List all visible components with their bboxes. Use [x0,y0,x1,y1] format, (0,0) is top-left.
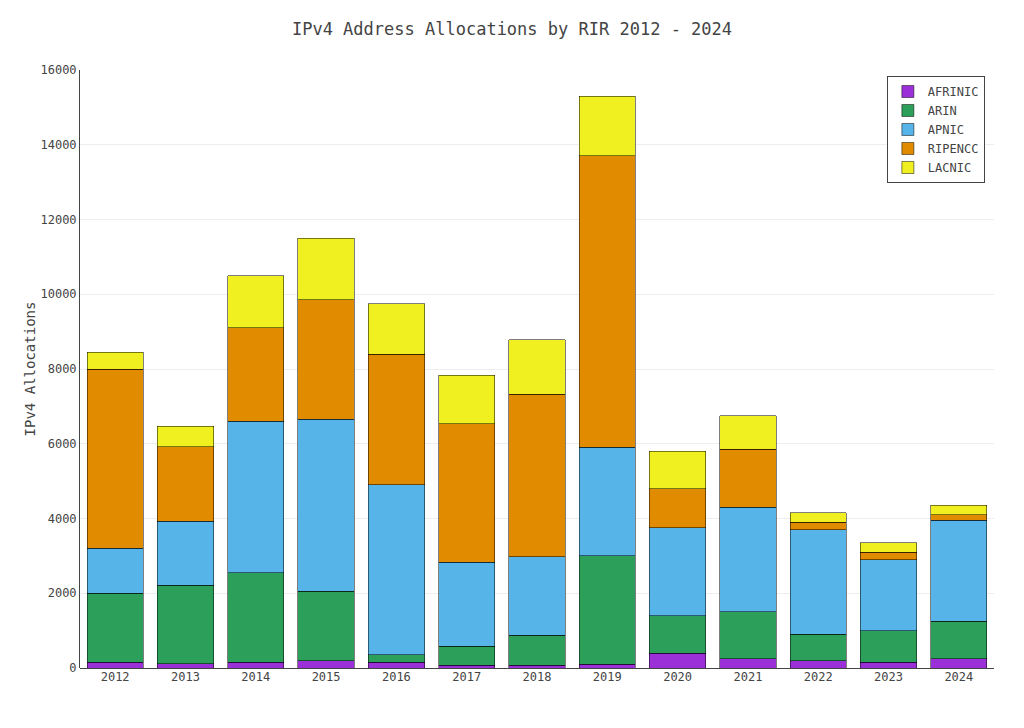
svg-text:ARIN: ARIN [928,104,957,118]
svg-text:2023: 2023 [874,670,903,684]
svg-text:2012: 2012 [101,670,130,684]
svg-text:2019: 2019 [593,670,622,684]
svg-text:2014: 2014 [241,670,270,684]
svg-text:8000: 8000 [48,362,77,376]
svg-text:IPv4 Address Allocations by RI: IPv4 Address Allocations by RIR 2012 - 2… [292,19,732,39]
svg-text:RIPENCC: RIPENCC [928,142,979,156]
svg-text:2020: 2020 [663,670,692,684]
svg-text:10000: 10000 [40,287,76,301]
svg-text:16000: 16000 [40,63,76,77]
svg-text:2015: 2015 [312,670,341,684]
svg-text:APNIC: APNIC [928,123,964,137]
svg-text:LACNIC: LACNIC [928,161,971,175]
svg-text:0: 0 [69,661,76,675]
svg-text:2018: 2018 [523,670,552,684]
svg-text:AFRINIC: AFRINIC [928,85,979,99]
svg-text:2024: 2024 [944,670,973,684]
svg-text:4000: 4000 [48,512,77,526]
svg-text:2013: 2013 [171,670,200,684]
svg-text:2017: 2017 [452,670,481,684]
svg-text:14000: 14000 [40,138,76,152]
svg-text:IPv4 Allocations: IPv4 Allocations [22,302,38,437]
svg-text:2000: 2000 [48,586,77,600]
svg-text:2016: 2016 [382,670,411,684]
svg-text:6000: 6000 [48,437,77,451]
svg-text:2021: 2021 [733,670,762,684]
svg-text:2022: 2022 [804,670,833,684]
svg-text:12000: 12000 [40,213,76,227]
